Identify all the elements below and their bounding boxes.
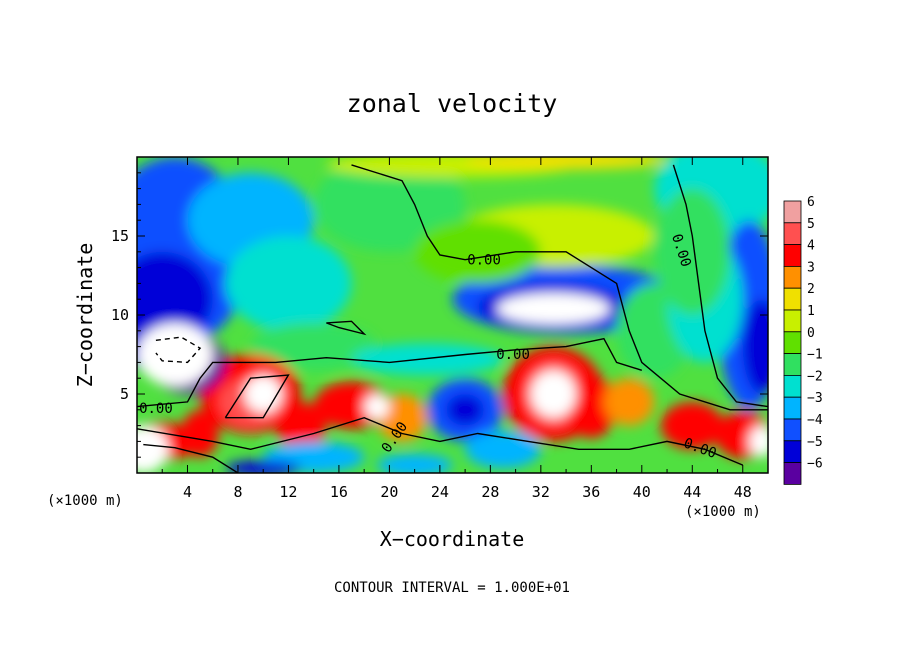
colorbar-level-label: −3 xyxy=(807,391,823,406)
velocity-blob xyxy=(225,460,302,473)
x-unit-right: (×1000 m) xyxy=(685,504,761,520)
velocity-blob xyxy=(660,401,724,450)
x-tick-label: 24 xyxy=(431,483,449,501)
colorbar-swatch xyxy=(783,265,802,289)
colorbar-swatch xyxy=(783,244,802,267)
x-tick-label: 12 xyxy=(279,483,297,501)
colorbar-level-label: 1 xyxy=(807,304,815,319)
velocity-blob xyxy=(603,378,655,426)
contour-label: 0.00 xyxy=(139,401,173,417)
x-tick-label: 48 xyxy=(734,483,752,501)
colorbar-swatch xyxy=(783,331,802,354)
contour-line xyxy=(672,164,768,408)
chart-title: zonal velocity xyxy=(347,89,558,118)
colorbar-level-label: 3 xyxy=(807,260,815,275)
saturated-core xyxy=(496,292,611,325)
contour-label: 0.00 xyxy=(496,347,530,363)
saturated-core xyxy=(530,370,577,418)
colorbar-level-label: 2 xyxy=(807,282,815,297)
contour-lines xyxy=(137,164,768,473)
x-axis-title: X−coordinate xyxy=(380,527,525,551)
colorbar: 6 5 4 3 2 1 0 −1 −2 −3 −4 −5 −6 xyxy=(783,195,823,485)
colorbar-swatch xyxy=(783,374,802,398)
contour-line xyxy=(155,336,202,364)
x-tick-label: 16 xyxy=(330,483,348,501)
saturated-core xyxy=(137,322,213,387)
y-axis: 5 10 15 xyxy=(111,172,768,458)
y-axis-title: Z−coordinate xyxy=(73,243,97,388)
velocity-blob xyxy=(654,188,731,315)
colorbar-level-label: 0 xyxy=(807,326,815,341)
contour-line xyxy=(224,374,290,419)
y-tick-label: 10 xyxy=(111,306,129,324)
colorbar-swatch xyxy=(783,396,802,420)
velocity-blob xyxy=(742,299,768,394)
velocity-blob xyxy=(376,394,428,442)
velocity-blob xyxy=(465,157,668,170)
colorbar-swatch xyxy=(783,200,802,224)
colorbar-swatch xyxy=(783,418,802,442)
velocity-blob xyxy=(465,430,541,469)
contour-line xyxy=(143,443,239,473)
colorbar-level-label: 5 xyxy=(807,217,815,232)
colorbar-swatch xyxy=(783,462,802,485)
contour-interval-text: CONTOUR INTERVAL = 1.000E+01 xyxy=(334,580,570,596)
velocity-blob xyxy=(566,375,617,439)
colorbar-swatch xyxy=(783,353,802,376)
x-tick-label: 32 xyxy=(532,483,550,501)
x-tick-label: 40 xyxy=(633,483,651,501)
colorbar-swatch xyxy=(783,309,802,333)
velocity-blob xyxy=(351,343,503,376)
x-tick-label: 4 xyxy=(183,483,192,501)
contour-line xyxy=(137,337,643,408)
contour-line xyxy=(137,416,744,466)
x-tick-label: 28 xyxy=(481,483,499,501)
colorbar-level-label: −5 xyxy=(807,435,823,450)
plot-area xyxy=(137,157,768,473)
y-tick-label: 15 xyxy=(111,227,129,245)
contour-labels: 0.000.000.000.000.00 0.00 xyxy=(139,232,718,462)
colorbar-level-label: −2 xyxy=(807,369,823,384)
velocity-blob xyxy=(313,157,466,252)
colorbar-swatch xyxy=(783,440,802,463)
colorbar-level-label: −4 xyxy=(807,413,823,428)
contour-line xyxy=(326,320,367,336)
velocity-blob xyxy=(225,236,352,331)
velocity-blob xyxy=(446,394,485,426)
colorbar-level-label: 4 xyxy=(807,239,815,254)
colorbar-level-label: −1 xyxy=(807,348,823,363)
colorbar-level-label: 6 xyxy=(807,195,815,210)
saturated-core xyxy=(244,375,283,413)
velocity-field xyxy=(137,157,768,473)
velocity-blob xyxy=(376,454,453,473)
velocity-blob xyxy=(414,220,541,284)
x-axis: 4 8 12 16 20 24 28 32 36 40 44 48 xyxy=(161,157,752,501)
saturated-core xyxy=(137,425,169,473)
colorbar-swatch xyxy=(783,222,802,246)
colorbar-level-label: −6 xyxy=(807,457,823,472)
colorbar-swatch xyxy=(783,287,802,311)
x-tick-label: 8 xyxy=(233,483,242,501)
velocity-blob xyxy=(275,401,327,450)
x-tick-label: 20 xyxy=(380,483,398,501)
saturated-core xyxy=(364,394,390,420)
x-tick-label: 36 xyxy=(582,483,600,501)
contour-label: 0.00 xyxy=(467,252,501,268)
y-tick-label: 5 xyxy=(120,385,129,403)
x-unit-left: (×1000 m) xyxy=(47,493,123,509)
x-tick-label: 44 xyxy=(683,483,701,501)
saturated-core xyxy=(749,425,768,458)
contour-line xyxy=(351,164,768,411)
